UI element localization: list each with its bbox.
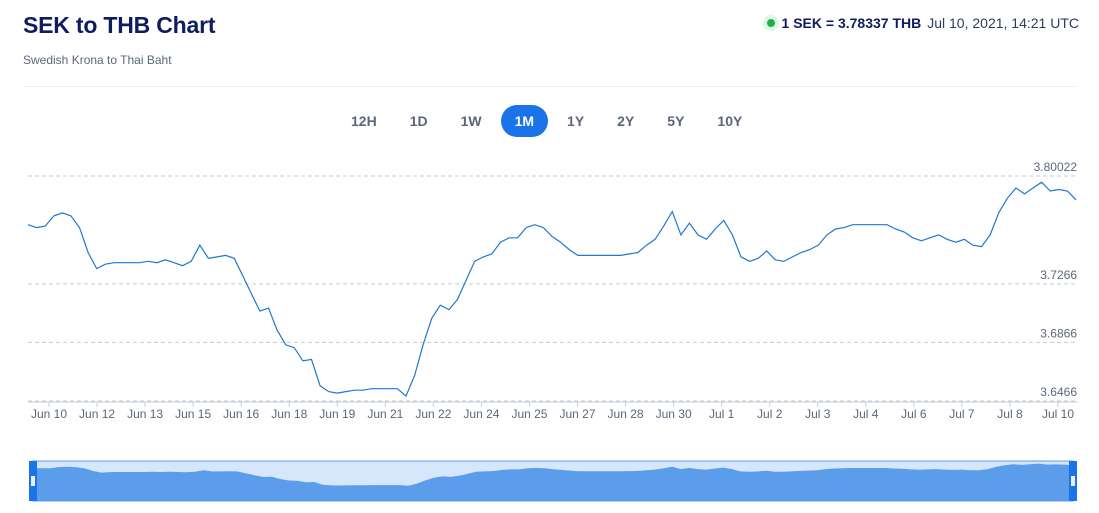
y-tick-label: 3.6866 bbox=[1040, 326, 1077, 340]
range-button-12h[interactable]: 12H bbox=[337, 105, 391, 137]
live-status-dot-icon bbox=[766, 19, 775, 27]
exchange-rate-chart[interactable]: 3.6466 3.6866 3.7266 3.80022 Jun 10 Jun 12 Ju… bbox=[0, 150, 1099, 430]
range-button-1w[interactable]: 1W bbox=[447, 105, 496, 137]
rate-value: 1 SEK = 3.78337 THB bbox=[781, 15, 922, 31]
navigator-area bbox=[33, 463, 1073, 501]
x-tick-label: Jun 27 bbox=[560, 407, 596, 421]
range-button-1d[interactable]: 1D bbox=[396, 105, 442, 137]
grip-icon bbox=[1071, 476, 1075, 486]
x-tick-label: Jun 16 bbox=[223, 407, 259, 421]
x-tick-label: Jun 25 bbox=[511, 407, 547, 421]
y-tick-label: 3.7266 bbox=[1040, 268, 1077, 282]
y-tick-label: 3.6466 bbox=[1040, 385, 1077, 399]
rate-timestamp: Jul 10, 2021, 14:21 UTC bbox=[927, 15, 1079, 31]
series-line-sek-thb bbox=[27, 181, 1077, 397]
range-selector: 12H 1D 1W 1M 1Y 2Y 5Y 10Y bbox=[337, 105, 761, 137]
x-tick-label: Jun 13 bbox=[127, 407, 163, 421]
x-tick-label: Jul 1 bbox=[709, 407, 735, 421]
x-tick-label: Jun 30 bbox=[656, 407, 692, 421]
grip-icon bbox=[31, 476, 35, 486]
page-subtitle: Swedish Krona to Thai Baht bbox=[23, 53, 172, 67]
page-title: SEK to THB Chart bbox=[23, 12, 216, 38]
x-tick-label: Jun 21 bbox=[367, 407, 403, 421]
x-tick-label: Jul 6 bbox=[901, 407, 927, 421]
x-tick-label: Jun 12 bbox=[79, 407, 115, 421]
range-button-1m[interactable]: 1M bbox=[500, 105, 549, 137]
navigator-right-handle[interactable] bbox=[1069, 461, 1077, 501]
x-tick-label: Jul 10 bbox=[1042, 407, 1074, 421]
x-tick-label: Jul 3 bbox=[805, 407, 831, 421]
x-tick-label: Jun 18 bbox=[271, 407, 307, 421]
x-tick-label: Jun 28 bbox=[608, 407, 644, 421]
x-tick-label: Jul 8 bbox=[997, 407, 1023, 421]
x-tick-label: Jun 10 bbox=[31, 407, 67, 421]
x-tick-label: Jun 15 bbox=[175, 407, 211, 421]
range-button-1y[interactable]: 1Y bbox=[553, 105, 598, 137]
y-tick-label: 3.80022 bbox=[1034, 160, 1078, 174]
header-divider bbox=[23, 86, 1076, 87]
x-tick-label: Jul 2 bbox=[757, 407, 783, 421]
range-button-5y[interactable]: 5Y bbox=[653, 105, 698, 137]
range-navigator[interactable] bbox=[0, 455, 1099, 505]
x-tick-label: Jun 24 bbox=[463, 407, 499, 421]
range-button-10y[interactable]: 10Y bbox=[703, 105, 756, 137]
x-tick-label: Jun 19 bbox=[319, 407, 355, 421]
x-tick-label: Jul 7 bbox=[949, 407, 975, 421]
range-button-2y[interactable]: 2Y bbox=[603, 105, 648, 137]
live-rate: 1 SEK = 3.78337 THB Jul 10, 2021, 14:21 … bbox=[766, 15, 1079, 31]
x-tick-label: Jun 22 bbox=[415, 407, 451, 421]
navigator-left-handle[interactable] bbox=[29, 461, 37, 501]
x-tick-label: Jul 4 bbox=[853, 407, 879, 421]
